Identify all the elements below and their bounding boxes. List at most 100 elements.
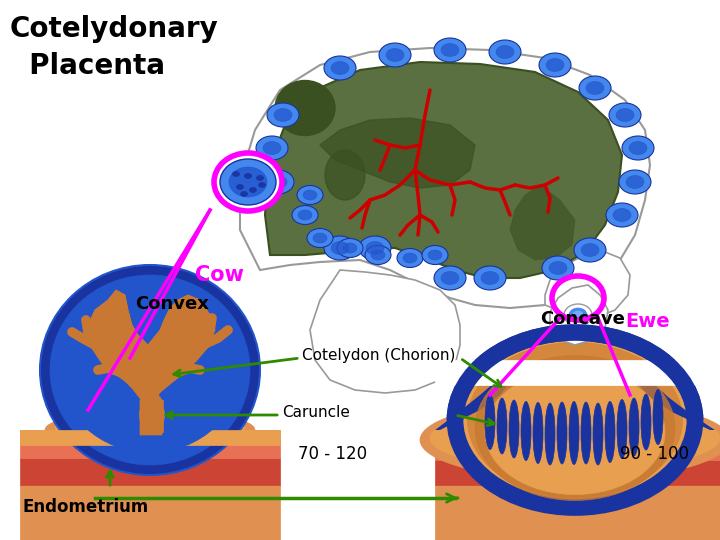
Ellipse shape xyxy=(303,190,317,200)
Ellipse shape xyxy=(497,398,507,454)
Ellipse shape xyxy=(331,241,349,254)
Ellipse shape xyxy=(622,136,654,160)
Ellipse shape xyxy=(275,80,335,136)
Ellipse shape xyxy=(420,400,720,480)
Ellipse shape xyxy=(58,278,243,453)
Text: 70 - 120: 70 - 120 xyxy=(298,445,367,463)
Ellipse shape xyxy=(606,203,638,227)
Ellipse shape xyxy=(593,403,603,465)
Polygon shape xyxy=(140,400,163,432)
Ellipse shape xyxy=(324,56,356,80)
Ellipse shape xyxy=(55,412,245,444)
Ellipse shape xyxy=(474,266,506,290)
Ellipse shape xyxy=(545,403,555,465)
Ellipse shape xyxy=(496,45,514,58)
Ellipse shape xyxy=(297,186,323,205)
Ellipse shape xyxy=(609,103,641,127)
Ellipse shape xyxy=(616,109,634,122)
Ellipse shape xyxy=(542,256,574,280)
Ellipse shape xyxy=(586,82,604,94)
Ellipse shape xyxy=(460,335,690,505)
Ellipse shape xyxy=(605,402,615,462)
Polygon shape xyxy=(320,118,475,188)
Text: Endometrium: Endometrium xyxy=(22,498,148,516)
Polygon shape xyxy=(435,360,715,385)
Ellipse shape xyxy=(619,170,651,194)
Ellipse shape xyxy=(40,265,260,475)
Ellipse shape xyxy=(569,308,587,322)
Ellipse shape xyxy=(366,241,384,254)
Ellipse shape xyxy=(489,40,521,64)
Ellipse shape xyxy=(337,239,363,258)
Polygon shape xyxy=(435,460,720,485)
Ellipse shape xyxy=(403,253,417,263)
Text: Convex: Convex xyxy=(135,295,209,313)
Polygon shape xyxy=(265,62,622,278)
Polygon shape xyxy=(310,270,460,393)
Ellipse shape xyxy=(428,250,442,260)
Ellipse shape xyxy=(579,76,611,100)
Ellipse shape xyxy=(240,192,248,197)
Polygon shape xyxy=(510,185,575,260)
Ellipse shape xyxy=(245,173,251,179)
Ellipse shape xyxy=(441,44,459,57)
Polygon shape xyxy=(435,430,720,440)
Ellipse shape xyxy=(359,236,391,260)
Ellipse shape xyxy=(325,150,365,200)
Polygon shape xyxy=(140,390,162,435)
Ellipse shape xyxy=(430,406,720,470)
Ellipse shape xyxy=(229,167,267,197)
Ellipse shape xyxy=(434,38,466,62)
Ellipse shape xyxy=(617,400,627,458)
Ellipse shape xyxy=(485,369,665,495)
Ellipse shape xyxy=(313,233,327,243)
Ellipse shape xyxy=(307,228,333,247)
Ellipse shape xyxy=(538,365,613,405)
Ellipse shape xyxy=(581,244,599,256)
Ellipse shape xyxy=(485,395,495,449)
Ellipse shape xyxy=(267,103,299,127)
Ellipse shape xyxy=(509,400,519,458)
Ellipse shape xyxy=(140,399,164,431)
Polygon shape xyxy=(20,430,280,445)
Ellipse shape xyxy=(613,208,631,221)
Ellipse shape xyxy=(397,248,423,267)
Ellipse shape xyxy=(365,246,391,265)
Text: Cow: Cow xyxy=(195,265,244,285)
Text: Cotelydon (Chorion): Cotelydon (Chorion) xyxy=(302,348,455,363)
Ellipse shape xyxy=(236,185,243,190)
Ellipse shape xyxy=(641,394,651,450)
Ellipse shape xyxy=(256,136,288,160)
Polygon shape xyxy=(435,440,720,460)
Ellipse shape xyxy=(626,176,644,188)
Ellipse shape xyxy=(256,176,264,180)
Polygon shape xyxy=(435,378,508,430)
Ellipse shape xyxy=(50,275,250,465)
Polygon shape xyxy=(20,458,280,485)
Ellipse shape xyxy=(274,109,292,122)
Polygon shape xyxy=(20,430,280,440)
Ellipse shape xyxy=(220,159,276,205)
Ellipse shape xyxy=(549,261,567,274)
Polygon shape xyxy=(88,290,215,400)
Ellipse shape xyxy=(557,402,567,464)
Text: Cotelydonary: Cotelydonary xyxy=(10,15,219,43)
Ellipse shape xyxy=(475,355,675,501)
Polygon shape xyxy=(240,48,650,308)
Text: Caruncle: Caruncle xyxy=(282,405,350,420)
Ellipse shape xyxy=(258,183,266,187)
Ellipse shape xyxy=(546,58,564,71)
Ellipse shape xyxy=(467,342,683,497)
Ellipse shape xyxy=(521,402,531,461)
Ellipse shape xyxy=(298,210,312,220)
Ellipse shape xyxy=(573,311,583,319)
Polygon shape xyxy=(550,285,608,345)
Ellipse shape xyxy=(569,402,579,464)
Ellipse shape xyxy=(379,43,411,67)
Ellipse shape xyxy=(269,176,287,188)
Ellipse shape xyxy=(653,389,663,444)
Ellipse shape xyxy=(343,243,357,253)
Ellipse shape xyxy=(233,172,240,177)
Ellipse shape xyxy=(262,170,294,194)
Ellipse shape xyxy=(629,398,639,456)
